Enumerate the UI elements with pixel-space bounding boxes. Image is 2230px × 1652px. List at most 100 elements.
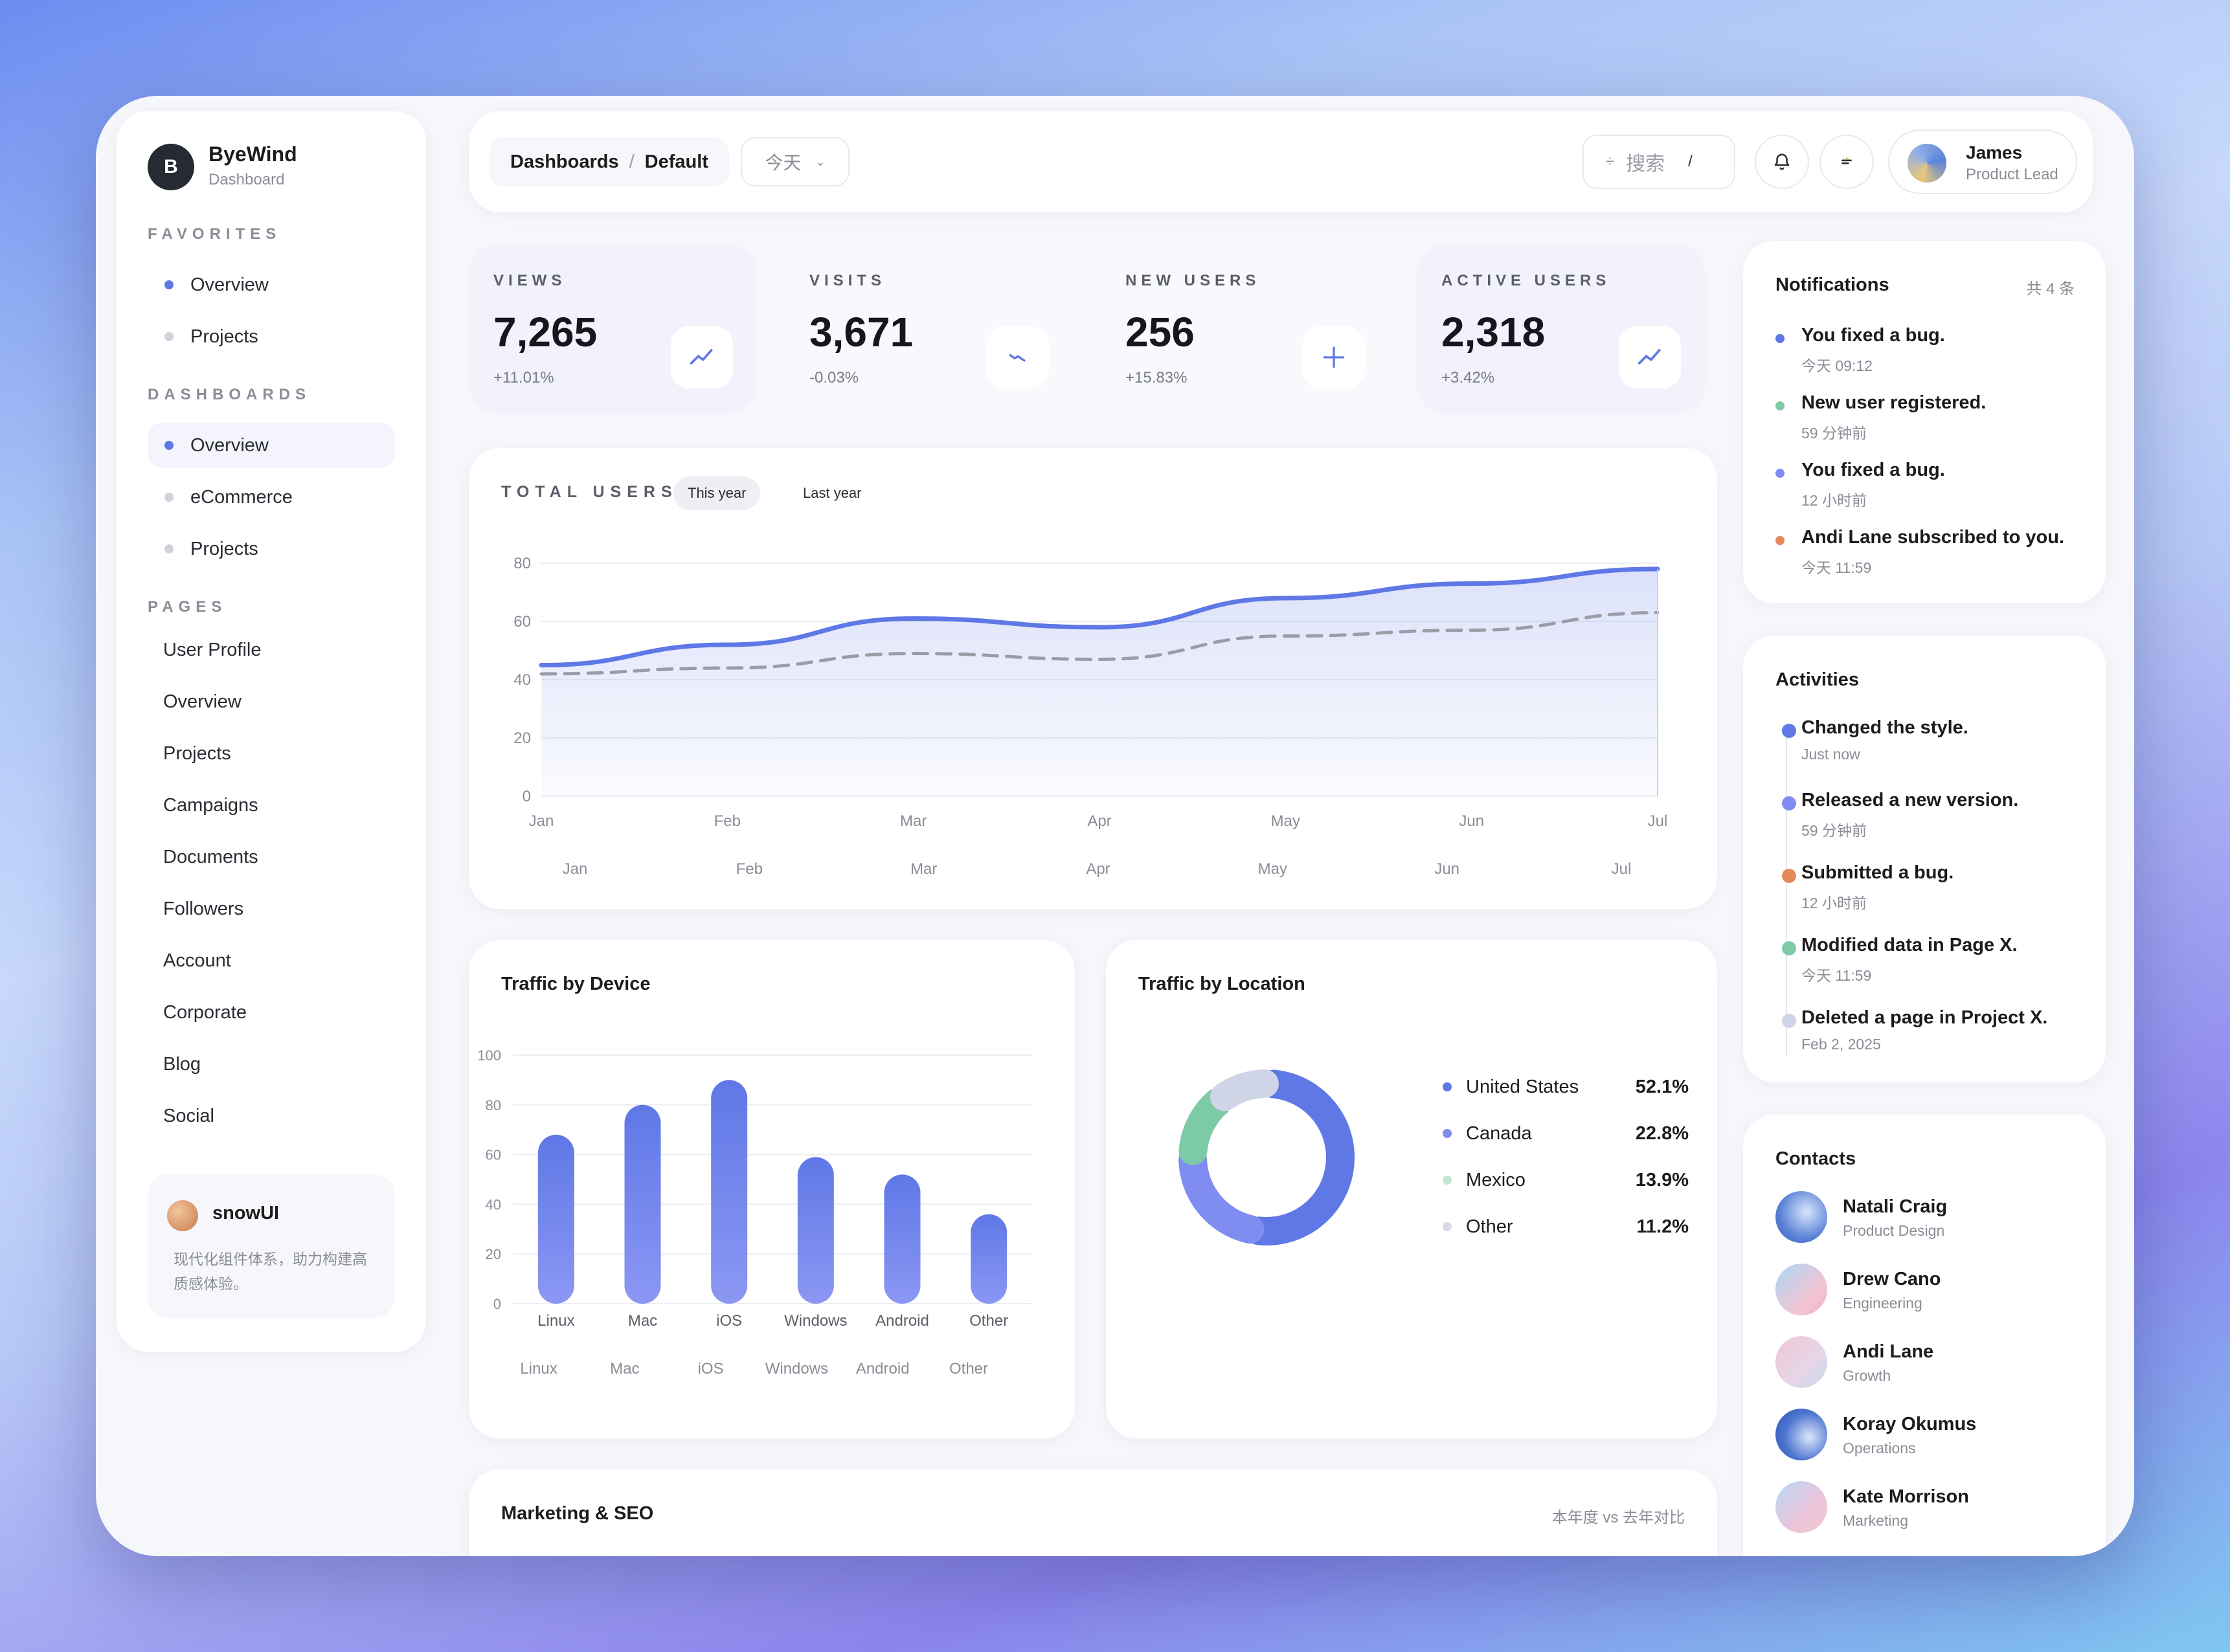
x-tick-label: iOS [716,1312,742,1330]
breadcrumb-dashboards[interactable]: Dashboards [510,151,619,172]
page-item-blog[interactable]: Blog [163,1054,201,1075]
favorites-title: FAVORITES [148,225,282,243]
bar-windows [797,1157,834,1304]
menu-icon [1841,157,1852,164]
kpi-value: 256 [1125,309,1195,355]
brand-logo: B [148,144,194,190]
x-tick-label: Feb [714,812,741,830]
bar-android [884,1174,921,1304]
y-tick-label: 60 [513,613,531,631]
trend-up-icon [671,326,733,388]
kpi-card-active-users[interactable]: ACTIVE USERS 2,318 +3.42% [1417,243,1706,414]
page-item-social[interactable]: Social [163,1106,214,1126]
breadcrumb-default[interactable]: Default [644,151,708,172]
traffic-location-title: Traffic by Location [1138,974,1305,994]
page-item-documents[interactable]: Documents [163,847,258,867]
search-input[interactable]: ÷ 搜索 / [1582,135,1735,189]
page-item-corporate[interactable]: Corporate [163,1002,247,1023]
y-tick-label: 20 [486,1246,501,1262]
y-tick-label: 20 [513,730,531,747]
contact-item[interactable]: Drew Cano Engineering [1775,1264,2080,1318]
x-secondary-label: Other [949,1360,988,1378]
dot-icon [164,544,174,553]
traffic-device-title: Traffic by Device [501,974,651,994]
legend-item-canada: Canada 22.8% [1443,1117,1689,1150]
kpi-card-visits[interactable]: VISITS 3,671 -0.03% [785,243,1074,414]
page-item-campaigns[interactable]: Campaigns [163,795,258,816]
favorite-item-overview[interactable]: Overview [148,262,395,307]
notifications-title: Notifications [1775,274,1889,295]
status-dot-icon [1775,469,1785,478]
dashboard-item-ecommerce[interactable]: eCommerce [148,474,395,520]
kpi-title: ACTIVE USERS [1441,272,1611,289]
menu-button[interactable] [1819,135,1874,189]
tab-last-year[interactable]: Last year [803,485,862,501]
page-item-followers[interactable]: Followers [163,899,244,919]
brand-subtitle: Dashboard [208,171,285,188]
page-item-user-profile[interactable]: User Profile [163,640,262,660]
x-tick-label: Android [875,1312,929,1330]
dashboard-item-projects[interactable]: Projects [148,526,395,572]
contacts-title: Contacts [1775,1148,1856,1169]
tab-this-year[interactable]: This year [673,476,761,510]
timeline-dot-icon [1782,796,1796,810]
user-menu[interactable]: James Product Lead [1888,129,2077,194]
y-tick-label: 0 [523,788,531,805]
kpi-card-views[interactable]: VIEWS 7,265 +11.01% [469,243,758,414]
search-placeholder: 搜索 [1626,153,1665,175]
series-area-0 [541,569,1658,796]
page-item-projects[interactable]: Projects [163,743,231,764]
search-icon: ÷ [1606,153,1615,170]
bar-mac [624,1104,661,1304]
brand-name: ByeWind [208,142,297,166]
promo-avatar [167,1200,198,1231]
timeline-line [1786,733,1787,1056]
page-item-overview[interactable]: Overview [163,691,242,712]
series-line-1 [539,611,1660,676]
contact-item[interactable]: Natali Craig Product Design [1775,1191,2080,1245]
x-tick-label: Mac [628,1312,657,1330]
x-tick-label: Jul [1648,812,1668,830]
x-secondary-label: Apr [1086,860,1110,878]
notifications-count: 共 4 条 [2026,280,2075,298]
sidebar: B ByeWind Dashboard FAVORITES Overview P… [117,111,426,1352]
bar-linux [537,1134,574,1304]
activities-panel: Activities Changed the style. Just now Re… [1743,636,2106,1082]
favorite-item-projects[interactable]: Projects [148,314,395,359]
active-dot-icon [164,280,174,289]
date-filter-dropdown[interactable]: 今天 ⌄ [741,137,850,186]
contact-item[interactable]: Kate Morrison Marketing [1775,1481,2080,1535]
date-filter-value: 今天 [765,153,802,173]
promo-card[interactable]: snowUI 现代化组件体系，助力构建高质感体验。 [148,1174,395,1318]
kpi-value: 3,671 [809,309,914,355]
donut-slice-canada [1178,1145,1265,1244]
dashboard-item-overview[interactable]: Overview [148,423,395,468]
breadcrumb-separator: / [629,151,635,172]
bar-other [971,1214,1008,1304]
contacts-panel: Contacts Natali Craig Product Design Drew… [1743,1115,2106,1556]
x-tick-label: Jun [1459,812,1484,830]
breadcrumb: Dashboards / Default [490,137,729,186]
notifications-button[interactable] [1755,135,1809,189]
chevron-down-icon: ⌄ [815,155,826,168]
kpi-card-new-users[interactable]: NEW USERS 256 +15.83% [1101,243,1390,414]
contact-item[interactable]: Andi Lane Growth [1775,1336,2080,1390]
timeline-dot-icon [1782,724,1796,738]
total-users-line-chart: 0 20 40 60 80 Jan Feb Mar Apr May Jun Jul Jan Feb Mar A… [513,555,1668,878]
x-tick-label: Apr [1087,812,1111,830]
legend-item-mexico: Mexico 13.9% [1443,1164,1689,1196]
x-tick-label: May [1271,812,1300,830]
timeline-dot-icon [1782,1014,1796,1028]
contact-avatar [1775,1264,1827,1315]
y-tick-label: 40 [513,671,531,689]
kpi-delta: -0.03% [809,369,859,386]
contact-item[interactable]: Koray Okumus Operations [1775,1409,2080,1463]
traffic-device-bar-chart: 0 20 40 60 80 100 Linux Mac iOS Windows Android Oth… [477,1047,1032,1378]
page-item-account[interactable]: Account [163,950,231,971]
traffic-location-donut-chart [1178,1069,1355,1245]
x-tick-label: Windows [784,1312,847,1330]
legend-dot-icon [1443,1176,1452,1185]
donut-slice-mexico [1178,1088,1232,1165]
x-secondary-label: Android [856,1360,910,1378]
bar-ios [711,1080,748,1304]
